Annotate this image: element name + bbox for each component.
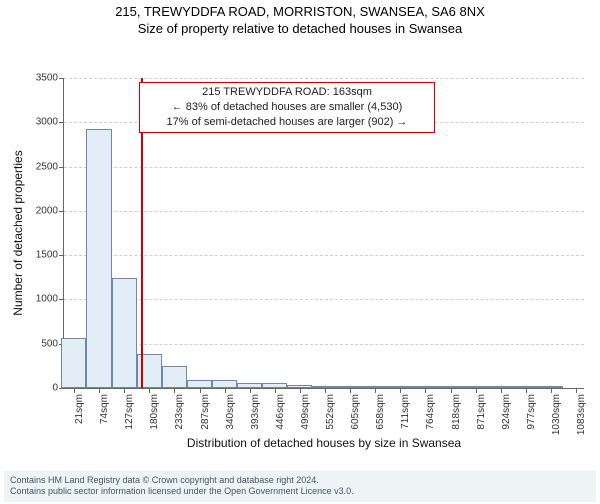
annotation-line: 17% of semi-detached houses are larger (…	[144, 115, 430, 130]
xtick-mark	[325, 388, 326, 393]
histogram-bar	[162, 366, 187, 388]
xtick-label: 74sqm	[99, 394, 110, 424]
xtick-mark	[300, 388, 301, 393]
annotation-line: 215 TREWYDDFA ROAD: 163sqm	[144, 85, 430, 100]
histogram-bar	[112, 278, 137, 388]
xtick-label: 977sqm	[526, 394, 537, 430]
xtick-mark	[250, 388, 251, 393]
xtick-mark	[149, 388, 150, 393]
xtick-mark	[526, 388, 527, 393]
xtick-label: 605sqm	[350, 394, 361, 430]
xtick-label: 180sqm	[149, 394, 160, 430]
histogram-bar	[86, 129, 111, 388]
xtick-label: 924sqm	[501, 394, 512, 430]
xtick-label: 233sqm	[174, 394, 185, 430]
xtick-label: 1030sqm	[551, 394, 562, 435]
xtick-mark	[200, 388, 201, 393]
ytick-label: 3500	[36, 73, 64, 84]
xtick-label: 1083sqm	[576, 394, 587, 435]
xtick-mark	[275, 388, 276, 393]
footer-line-1: Contains HM Land Registry data © Crown c…	[10, 475, 590, 487]
xtick-mark	[576, 388, 577, 393]
xtick-mark	[74, 388, 75, 393]
page-subtitle: Size of property relative to detached ho…	[0, 21, 600, 36]
title-block: 215, TREWYDDFA ROAD, MORRISTON, SWANSEA,…	[0, 4, 600, 36]
plot-area: 050010001500200025003000350021sqm74sqm12…	[64, 78, 584, 388]
ytick-label: 2500	[36, 161, 64, 172]
xtick-label: 552sqm	[325, 394, 336, 430]
y-axis-label: Number of detached properties	[11, 150, 25, 315]
xtick-label: 446sqm	[275, 394, 286, 430]
ytick-label: 1000	[36, 294, 64, 305]
page-title: 215, TREWYDDFA ROAD, MORRISTON, SWANSEA,…	[0, 4, 600, 19]
ytick-label: 3000	[36, 117, 64, 128]
xtick-label: 711sqm	[400, 394, 411, 429]
xtick-label: 499sqm	[300, 394, 311, 430]
xtick-label: 764sqm	[425, 394, 436, 430]
xtick-label: 21sqm	[74, 394, 85, 424]
xtick-mark	[350, 388, 351, 393]
footer-line-2: Contains public sector information licen…	[10, 486, 590, 498]
xtick-label: 871sqm	[476, 394, 487, 430]
xtick-label: 340sqm	[225, 394, 236, 430]
license-footer: Contains HM Land Registry data © Crown c…	[4, 471, 596, 502]
ytick-label: 1500	[36, 250, 64, 261]
xtick-mark	[425, 388, 426, 393]
histogram-bar	[61, 338, 86, 388]
xtick-mark	[400, 388, 401, 393]
xtick-mark	[476, 388, 477, 393]
xtick-label: 818sqm	[451, 394, 462, 430]
histogram-bar	[212, 380, 237, 388]
annotation-box: 215 TREWYDDFA ROAD: 163sqm← 83% of detac…	[139, 82, 435, 133]
annotation-line: ← 83% of detached houses are smaller (4,…	[144, 100, 430, 115]
xtick-mark	[451, 388, 452, 393]
histogram-bar	[187, 380, 212, 388]
xtick-mark	[225, 388, 226, 393]
xtick-label: 287sqm	[200, 394, 211, 430]
ytick-label: 2000	[36, 205, 64, 216]
xtick-mark	[99, 388, 100, 393]
xtick-label: 393sqm	[250, 394, 261, 430]
xtick-mark	[174, 388, 175, 393]
x-axis-label: Distribution of detached houses by size …	[187, 436, 461, 450]
xtick-label: 658sqm	[375, 394, 386, 430]
xtick-mark	[375, 388, 376, 393]
chart-container: 050010001500200025003000350021sqm74sqm12…	[0, 36, 600, 438]
xtick-mark	[124, 388, 125, 393]
xtick-label: 127sqm	[124, 394, 135, 430]
xtick-mark	[501, 388, 502, 393]
xtick-mark	[551, 388, 552, 393]
